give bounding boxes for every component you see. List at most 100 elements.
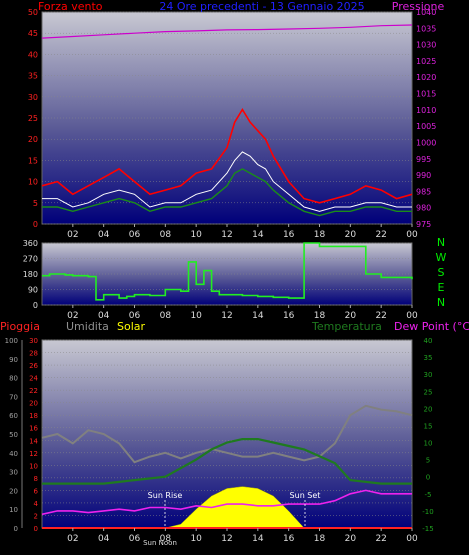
wind-direction-line [42,242,413,301]
temperature-ytick-label: -15 [422,525,433,533]
temperature-ytick-label: 35 [424,354,433,362]
pressure-ytick-label: 1010 [416,106,436,115]
wind-xtick-label: 14 [252,230,264,240]
wind-ytick-label: 35 [28,72,38,81]
rain-ytick-label: 2 [34,512,38,520]
pressure-ytick-label: 985 [416,187,431,196]
pressure-ytick-label: 1020 [416,73,436,82]
rain-ytick-label: 18 [29,412,38,420]
rain-ytick-label: 8 [34,475,38,483]
rain-label: Pioggia [0,320,40,333]
humidity-label: Umidita [66,320,109,333]
temperature-ytick-label: -10 [422,508,433,516]
temperature-ytick-label: 25 [424,388,433,396]
rain-ytick-label: 6 [34,487,39,495]
wind-xtick-label: 12 [221,230,232,240]
direction-ytick-label: 270 [23,255,38,264]
humidity-ytick-label: 90 [9,356,18,364]
rain-ytick-label: 22 [29,387,38,395]
humidity-ytick-label: 10 [9,506,18,514]
temperature-ytick-label: 40 [424,337,433,345]
temperature-ytick-label: 30 [424,371,433,379]
humidity-ytick-label: 100 [5,337,18,345]
pressure-line [41,24,413,39]
rain-temp-xtick-label: 22 [375,534,386,544]
wind-ytick-label: 30 [28,93,38,102]
compass-letter: N [437,296,445,309]
pressure-ytick-label: 1005 [416,122,436,131]
humidity-ytick-label: 20 [9,487,18,495]
direction-xtick-label: 16 [283,311,295,321]
humidity-line [41,404,413,464]
pressure-ytick-label: 995 [416,155,431,164]
wind-xtick-label: 16 [283,230,295,240]
direction-xtick-label: 12 [221,311,232,321]
direction-xtick-label: 14 [252,311,264,321]
wind-xtick-label: 06 [129,230,141,240]
rain-ytick-label: 24 [29,375,38,383]
wind-ytick-label: 15 [28,156,38,165]
rain-ytick-label: 20 [29,400,38,408]
direction-xtick-label: 20 [345,311,357,321]
humidity-ytick-label: 30 [9,469,18,477]
direction-ytick-label: 0 [33,301,38,310]
dew-point-label: Dew Point (°C) [394,320,469,333]
compass-letter: N [437,236,445,249]
rain-temp-xtick-label: 08 [160,534,172,544]
direction-plot-area [41,242,413,306]
rain-temp-xtick-label: 20 [345,534,357,544]
direction-ytick-label: 90 [28,286,38,295]
direction-xtick-label: 08 [160,311,172,321]
direction-xtick-label: 18 [314,311,326,321]
dew-point-line [41,489,412,516]
rain-ytick-label: 10 [29,462,38,470]
pressure-ytick-label: 1040 [416,8,436,17]
rain-ytick-label: 12 [29,450,38,458]
rain-ytick-label: 4 [34,500,39,508]
temperature-ytick-label: 5 [426,457,430,465]
pressure-ytick-label: 975 [416,220,431,229]
wind-force-label: Forza vento [38,0,103,13]
temperature-ytick-label: 0 [426,474,430,482]
rain-ytick-label: 26 [29,362,38,370]
direction-xtick-label: 06 [129,311,141,321]
wind-xtick-label: 10 [190,230,202,240]
humidity-ytick-label: 70 [9,393,18,401]
rain-temp-xtick-label: 04 [98,534,110,544]
rain-ytick-label: 16 [29,425,38,433]
direction-ytick-label: 180 [23,270,38,279]
rain-ytick-label: 14 [29,437,38,445]
wind-force-line [41,107,413,204]
humidity-ytick-label: 50 [9,431,18,439]
rain-temp-xtick-label: 00 [406,534,418,544]
pressure-ytick-label: 1025 [416,57,436,66]
humidity-ytick-label: 60 [9,412,18,420]
wind-xtick-label: 08 [160,230,172,240]
pressure-label: Pressione [392,0,445,13]
temperature-ytick-label: -5 [425,491,432,499]
temperature-ytick-label: 10 [424,440,433,448]
wind-ytick-label: 10 [28,178,38,187]
rain-temp-xtick-label: 02 [67,534,78,544]
pressure-ytick-label: 1000 [416,138,436,147]
wind-xtick-label: 18 [314,230,326,240]
humidity-ytick-label: 40 [9,450,18,458]
wind-xtick-label: 22 [375,230,386,240]
direction-xtick-label: 00 [406,311,418,321]
pressure-ytick-label: 1035 [416,24,436,33]
solar-label: Solar [117,320,146,333]
wind-ytick-label: 0 [33,220,38,229]
humidity-ytick-label: 80 [9,375,18,383]
wind-ytick-label: 40 [28,50,38,59]
direction-ytick-label: 360 [23,239,38,248]
sun-rise-text: Sun Rise [148,491,183,500]
solar-area [165,486,305,529]
wind-xtick-label: 04 [98,230,110,240]
temperature-ytick-label: 15 [424,422,433,430]
pressure-ytick-label: 990 [416,171,431,180]
rain-ytick-label: 30 [29,337,38,345]
compass-letter: E [438,281,445,294]
compass-letter: S [438,266,445,279]
rain-temp-xtick-label: 10 [190,534,202,544]
